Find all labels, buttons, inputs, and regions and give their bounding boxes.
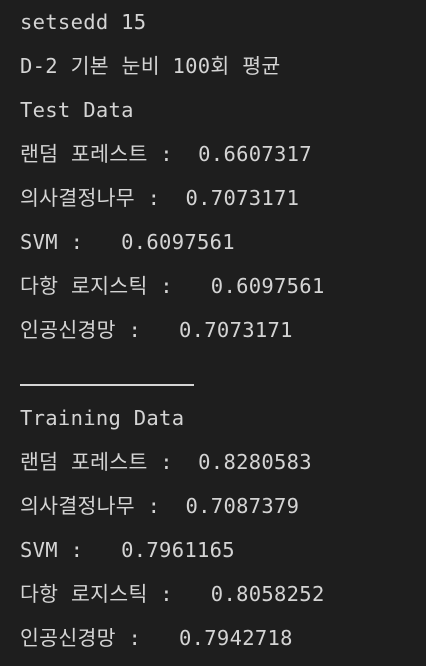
test-data-heading: Test Data [20,98,134,122]
test-decision-tree-line: 의사결정나무 : 0.7073171 [20,186,300,210]
training-data-heading: Training Data [20,406,185,430]
section-divider [20,354,426,398]
train-random-forest-line: 랜덤 포레스트 : 0.8280583 [20,450,312,474]
train-neural-network-line: 인공신경망 : 0.7942718 [20,626,293,650]
train-decision-tree-line: 의사결정나무 : 0.7087379 [20,494,300,518]
test-neural-network-line: 인공신경망 : 0.7073171 [20,318,293,342]
seed-line: setsedd 15 [20,10,147,34]
test-random-forest-line: 랜덤 포레스트 : 0.6607317 [20,142,312,166]
test-logistic-regression-line: 다항 로지스틱 : 0.6097561 [20,274,325,298]
train-svm-line: SVM : 0.7961165 [20,538,235,562]
train-logistic-regression-line: 다항 로지스틱 : 0.8058252 [20,582,325,606]
experiment-description-line: D-2 기본 눈비 100회 평균 [20,54,281,78]
divider-rule [20,384,194,386]
test-svm-line: SVM : 0.6097561 [20,230,235,254]
